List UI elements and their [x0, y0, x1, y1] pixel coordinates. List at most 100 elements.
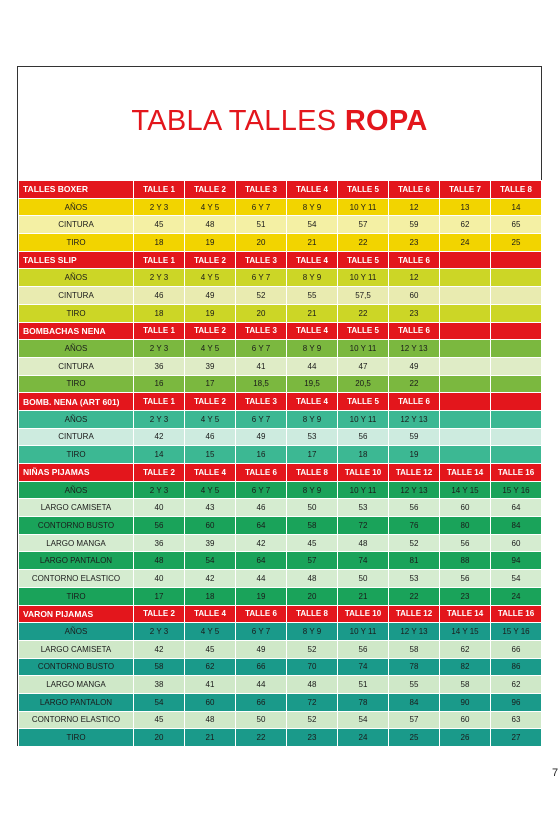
table-row: CONTORNO BUSTO 58 62 66 70 74 78 82 86 [18, 657, 542, 677]
size-header-cell: TALLE 16 [490, 604, 542, 624]
size-value-cell: 18 [133, 233, 185, 252]
size-value-cell: 96 [490, 692, 542, 712]
size-value-cell: 59 [388, 215, 440, 235]
measurement-label: LARGO MANGA [18, 533, 134, 553]
size-header-cell: TALLE 14 [439, 463, 491, 482]
size-value-cell: 21 [286, 233, 338, 252]
size-value-cell: 64 [490, 498, 542, 518]
size-header-cell [439, 392, 491, 411]
size-value-cell: 66 [235, 657, 287, 677]
size-value-cell: 2 Y 3 [133, 622, 185, 641]
size-value-cell: 53 [388, 569, 440, 588]
size-value-cell: 24 [337, 728, 389, 747]
measurement-label: LARGO MANGA [18, 675, 134, 694]
size-value-cell: 17 [133, 586, 185, 606]
size-value-cell: 6 Y 7 [235, 622, 287, 641]
size-value-cell: 55 [286, 286, 338, 305]
size-value-cell: 72 [286, 692, 338, 712]
size-value-cell: 21 [286, 303, 338, 323]
size-value-cell: 64 [235, 551, 287, 571]
size-value-cell: 42 [133, 427, 185, 447]
size-value-cell: 54 [286, 215, 338, 235]
table-row: LARGO MANGA 36 39 42 45 48 52 56 60 [18, 533, 542, 553]
size-chart-frame: TABLA TALLES ROPA TALLES BOXER TALLE 1 TAL… [17, 66, 542, 747]
table-row: CONTORNO ELASTICO 40 42 44 48 50 53 56 54 [18, 569, 542, 588]
size-value-cell: 14 [490, 197, 542, 217]
measurement-label: TIRO [18, 303, 134, 323]
size-value-cell: 60 [388, 286, 440, 305]
size-value-cell: 4 Y 5 [184, 409, 236, 429]
size-value-cell: 16 [133, 374, 185, 394]
size-header-cell: TALLE 6 [388, 321, 440, 341]
size-header-cell: TALLE 12 [388, 604, 440, 624]
size-value-cell: 51 [337, 675, 389, 694]
size-value-cell: 36 [133, 356, 185, 376]
size-value-cell: 54 [490, 569, 542, 588]
size-value-cell: 49 [235, 427, 287, 447]
size-value-cell: 6 Y 7 [235, 480, 287, 500]
size-value-cell: 64 [235, 516, 287, 535]
size-value-cell: 88 [439, 551, 491, 571]
size-header-cell: TALLE 3 [235, 321, 287, 341]
size-header-cell: TALLE 10 [337, 604, 389, 624]
size-value-cell: 48 [286, 675, 338, 694]
size-value-cell: 78 [337, 692, 389, 712]
size-value-cell [490, 356, 542, 376]
size-header-cell: TALLE 4 [184, 463, 236, 482]
size-header-cell [439, 250, 491, 270]
size-value-cell: 24 [490, 586, 542, 606]
size-header-cell: TALLE 6 [388, 180, 440, 199]
size-value-cell: 60 [184, 516, 236, 535]
size-header-cell: TALLE 3 [235, 250, 287, 270]
size-value-cell: 17 [184, 374, 236, 394]
size-value-cell: 48 [184, 215, 236, 235]
size-header-cell: TALLE 1 [133, 180, 185, 199]
size-value-cell: 21 [337, 586, 389, 606]
size-value-cell: 16 [235, 445, 287, 464]
title-normal: TABLA TALLES [131, 105, 337, 137]
size-value-cell: 2 Y 3 [133, 480, 185, 500]
size-value-cell: 56 [337, 639, 389, 659]
size-value-cell: 62 [184, 657, 236, 677]
size-header-cell [490, 321, 542, 341]
size-value-cell: 90 [439, 692, 491, 712]
section-title: TALLES SLIP [18, 250, 134, 270]
size-value-cell: 39 [184, 533, 236, 553]
size-value-cell: 62 [439, 215, 491, 235]
size-value-cell: 66 [235, 692, 287, 712]
size-value-cell: 41 [235, 356, 287, 376]
size-value-cell: 24 [439, 233, 491, 252]
table-row: LARGO CAMISETA 40 43 46 50 53 56 60 64 [18, 498, 542, 518]
size-value-cell: 45 [133, 710, 185, 730]
size-value-cell: 54 [133, 692, 185, 712]
size-value-cell: 10 Y 11 [337, 339, 389, 358]
size-value-cell: 8 Y 9 [286, 197, 338, 217]
size-value-cell: 60 [439, 498, 491, 518]
size-value-cell [439, 409, 491, 429]
size-header-cell: TALLE 2 [184, 321, 236, 341]
measurement-label: TIRO [18, 445, 134, 464]
measurement-label: AÑOS [18, 197, 134, 217]
size-value-cell: 46 [235, 498, 287, 518]
size-value-cell: 40 [133, 498, 185, 518]
size-value-cell: 40 [133, 569, 185, 588]
size-header-cell: TALLE 2 [133, 463, 185, 482]
size-value-cell [490, 409, 542, 429]
size-value-cell: 49 [388, 356, 440, 376]
measurement-label: LARGO PANTALON [18, 692, 134, 712]
size-value-cell: 22 [388, 374, 440, 394]
size-header-cell [490, 392, 542, 411]
size-value-cell: 65 [490, 215, 542, 235]
size-value-cell [490, 303, 542, 323]
size-value-cell: 23 [388, 233, 440, 252]
size-value-cell: 10 Y 11 [337, 268, 389, 288]
size-value-cell: 84 [388, 692, 440, 712]
size-value-cell: 4 Y 5 [184, 197, 236, 217]
size-header-cell: TALLE 3 [235, 180, 287, 199]
size-value-cell: 62 [439, 639, 491, 659]
size-value-cell: 50 [286, 498, 338, 518]
size-value-cell: 12 Y 13 [388, 339, 440, 358]
page-number: 7 [552, 767, 558, 779]
